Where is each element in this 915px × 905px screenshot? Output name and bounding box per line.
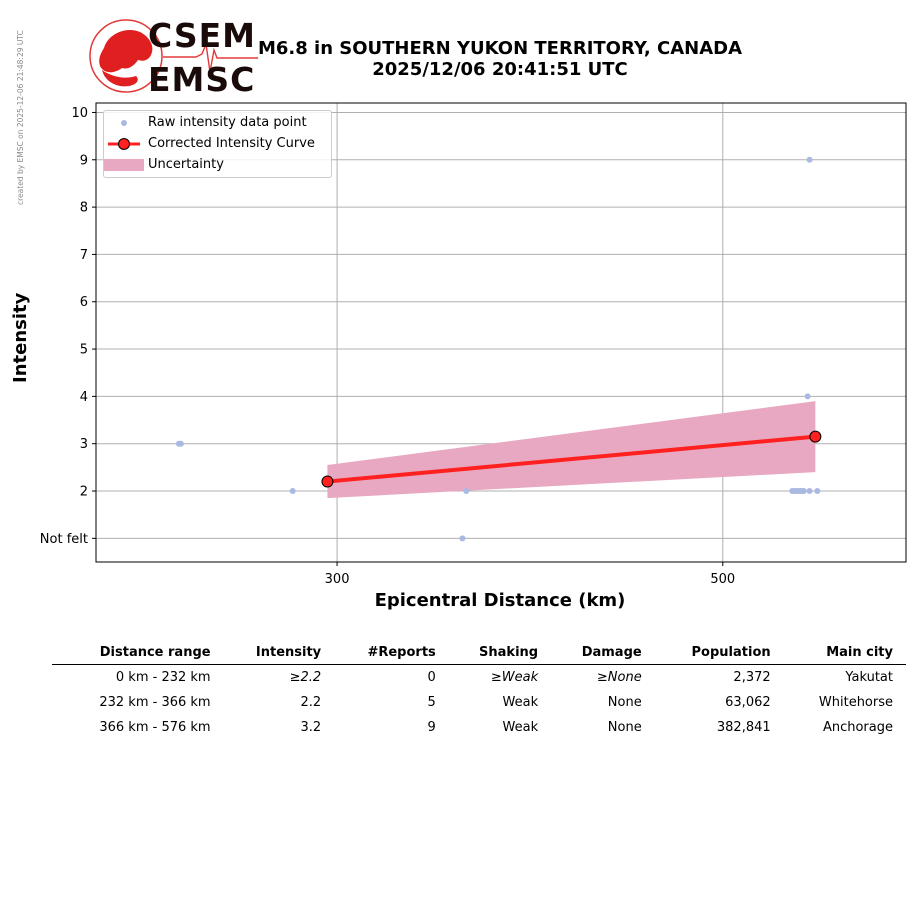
cell-shaking: Weak xyxy=(502,695,539,710)
raw-data-point xyxy=(814,488,821,495)
chart-title-line-2: 2025/12/06 20:41:51 UTC xyxy=(372,59,628,80)
cell-intensity: ≥2.2 xyxy=(289,670,322,685)
chart-title: M6.8 in SOUTHERN YUKON TERRITORY, CANADA… xyxy=(200,38,800,80)
header-reports: #Reports xyxy=(334,640,449,665)
y-tick-label: 6 xyxy=(80,295,88,310)
y-tick-label: 8 xyxy=(80,201,88,216)
plot-frame xyxy=(95,102,907,563)
raw-data-point xyxy=(806,488,813,495)
cell-reports: 9 xyxy=(427,720,436,735)
raw-data-point xyxy=(463,488,470,495)
y-tick-label: 4 xyxy=(80,390,88,405)
cell-population: 382,841 xyxy=(716,720,771,735)
y-tick-label: Not felt xyxy=(40,532,88,547)
chart-title-line-1: M6.8 in SOUTHERN YUKON TERRITORY, CANADA xyxy=(257,38,743,59)
corrected-curve-point xyxy=(809,430,822,443)
cell-damage: ≥None xyxy=(596,670,642,685)
intensity-summary-table: Distance range Intensity #Reports Shakin… xyxy=(52,640,906,740)
header-distance-range: Distance range xyxy=(52,640,224,665)
intensity-chart: Not felt 2 3 4 5 6 7 8 9 10 300 500 xyxy=(40,102,907,587)
chart-legend: Raw intensity data point Corrected Inten… xyxy=(103,110,332,178)
x-axis-label: Epicentral Distance (km) xyxy=(374,590,626,611)
uncertainty-band-marker-icon xyxy=(104,159,144,171)
raw-point-marker-icon xyxy=(121,120,127,126)
cell-damage: None xyxy=(607,695,642,710)
cell-shaking: ≥Weak xyxy=(490,670,539,685)
x-tick-label: 500 xyxy=(710,572,735,587)
y-tick-label: 9 xyxy=(80,153,88,168)
y-tick-label: 3 xyxy=(80,437,88,452)
header-intensity: Intensity xyxy=(223,640,335,665)
cell-distance: 366 km - 576 km xyxy=(99,720,211,735)
header-damage: Damage xyxy=(551,640,655,665)
table-row: 366 km - 576 km 3.2 9 Weak None 382,841 … xyxy=(52,715,906,740)
cell-intensity: 2.2 xyxy=(300,695,322,710)
y-tick-label: 10 xyxy=(71,106,88,121)
raw-data-point xyxy=(459,535,466,542)
cell-population: 2,372 xyxy=(733,670,771,685)
y-tick-label: 7 xyxy=(80,248,88,263)
cell-reports: 0 xyxy=(427,670,436,685)
legend-label-curve: Corrected Intensity Curve xyxy=(148,136,315,151)
corrected-curve-line xyxy=(327,434,816,484)
raw-data-point xyxy=(289,488,296,495)
raw-data-point xyxy=(177,440,184,447)
y-axis-label: Intensity xyxy=(10,292,31,383)
raw-data-point xyxy=(804,393,811,400)
cell-distance: 232 km - 366 km xyxy=(99,695,211,710)
raw-data-point xyxy=(806,156,813,163)
cell-reports: 5 xyxy=(427,695,436,710)
curve-line-marker-icon xyxy=(108,138,140,150)
table-row: 232 km - 366 km 2.2 5 Weak None 63,062 W… xyxy=(52,690,906,715)
legend-label-raw: Raw intensity data point xyxy=(148,115,307,130)
cell-main-city: Whitehorse xyxy=(818,695,893,710)
cell-damage: None xyxy=(607,720,642,735)
y-tick-label: 2 xyxy=(80,485,88,500)
globe-logo-icon xyxy=(89,19,258,93)
header-main-city: Main city xyxy=(783,640,906,665)
logo-word-emsc: EMSC xyxy=(148,60,256,99)
corrected-curve-point xyxy=(321,475,334,488)
legend-item-curve: Corrected Intensity Curve xyxy=(104,134,331,154)
emsc-logo: CSEM EMSC xyxy=(88,16,258,100)
cell-distance: 0 km - 232 km xyxy=(115,670,211,685)
legend-label-uncertainty: Uncertainty xyxy=(148,157,224,172)
uncertainty-band xyxy=(327,401,816,499)
x-tick-label: 300 xyxy=(325,572,350,587)
header-shaking: Shaking xyxy=(448,640,552,665)
table-row: 0 km - 232 km ≥2.2 0 ≥Weak ≥None 2,372 Y… xyxy=(52,665,906,691)
cell-main-city: Yakutat xyxy=(845,670,893,685)
y-tick-label: 5 xyxy=(80,343,88,358)
cell-intensity: 3.2 xyxy=(300,720,322,735)
raw-data-point xyxy=(800,488,807,495)
header-population: Population xyxy=(654,640,784,665)
cell-population: 63,062 xyxy=(725,695,771,710)
cell-main-city: Anchorage xyxy=(822,720,893,735)
legend-item-raw: Raw intensity data point xyxy=(104,113,331,133)
legend-item-uncertainty: Uncertainty xyxy=(104,155,331,175)
logo-word-csem: CSEM xyxy=(148,16,256,55)
table-header-row: Distance range Intensity #Reports Shakin… xyxy=(52,640,906,665)
cell-shaking: Weak xyxy=(502,720,539,735)
